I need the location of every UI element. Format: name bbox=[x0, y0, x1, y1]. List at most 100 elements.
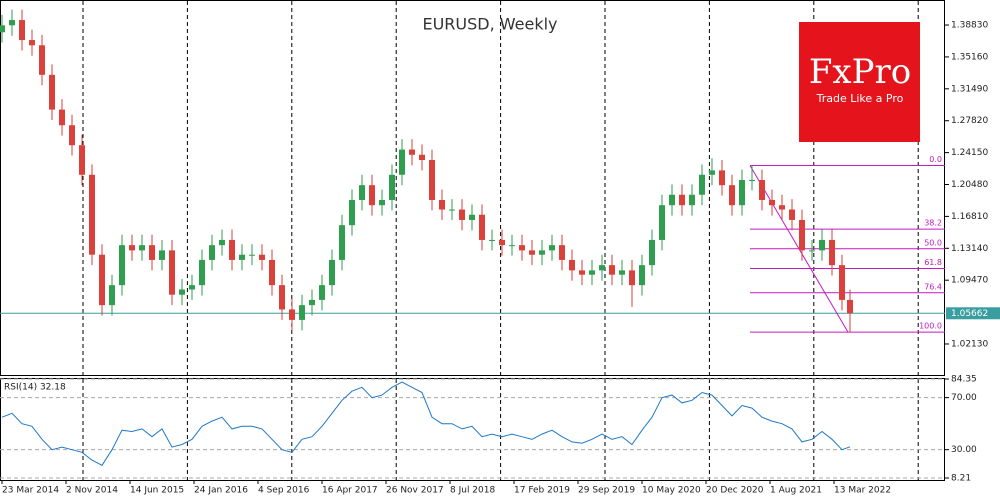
x-tick-label: 2 Nov 2014 bbox=[66, 486, 118, 496]
candle-body bbox=[279, 285, 285, 310]
candle-body bbox=[659, 205, 665, 240]
candle-body bbox=[119, 245, 125, 286]
candle-body bbox=[629, 270, 635, 286]
candle-body bbox=[369, 185, 375, 206]
candle-body bbox=[779, 205, 785, 210]
candle-body bbox=[469, 214, 475, 220]
candle-body bbox=[509, 245, 515, 247]
fib-level-label: 100.0 bbox=[919, 322, 942, 331]
candle-body bbox=[169, 250, 175, 295]
candle-body bbox=[419, 154, 425, 160]
candle-body bbox=[539, 250, 545, 255]
y-tick-label: 1.35160 bbox=[951, 52, 988, 62]
candle-body bbox=[249, 254, 255, 256]
y-tick-label: 1.38830 bbox=[951, 21, 988, 31]
candle-body bbox=[139, 245, 145, 251]
candle-body bbox=[609, 265, 615, 275]
main-panel-frame bbox=[0, 0, 945, 376]
candle-body bbox=[529, 250, 535, 255]
candle-body bbox=[299, 305, 305, 320]
fib-level-label: 38.2 bbox=[924, 219, 942, 228]
candle-body bbox=[429, 159, 435, 200]
candle-body bbox=[99, 254, 105, 306]
candle-body bbox=[789, 209, 795, 220]
x-tick-label: 1 Aug 2021 bbox=[770, 486, 822, 496]
candle-body bbox=[59, 109, 65, 126]
rsi-title: RSI(14) 32.18 bbox=[4, 383, 66, 393]
candle-body bbox=[499, 239, 505, 246]
candle-body bbox=[729, 185, 735, 206]
x-tick-label: 23 Mar 2014 bbox=[2, 486, 59, 496]
candle-body bbox=[589, 270, 595, 275]
candle-body bbox=[569, 259, 575, 271]
x-tick-label: 20 Dec 2020 bbox=[706, 486, 764, 496]
x-tick-label: 8 Jul 2018 bbox=[450, 486, 495, 496]
y-tick-label: 1.24150 bbox=[951, 148, 988, 158]
fib-level-label: 76.4 bbox=[924, 282, 942, 291]
candle-body bbox=[649, 239, 655, 266]
candle-body bbox=[269, 259, 275, 286]
candle-body bbox=[749, 179, 755, 181]
y-tick-label: 1.16810 bbox=[951, 212, 988, 222]
candle-body bbox=[759, 179, 765, 200]
y-tick-label: 1.27820 bbox=[951, 116, 988, 126]
candle-body bbox=[289, 309, 295, 320]
candle-body bbox=[549, 245, 555, 251]
candle-body bbox=[149, 245, 155, 260]
candle-body bbox=[0, 25, 5, 33]
x-tick-label: 17 Feb 2019 bbox=[514, 486, 570, 496]
candle-body bbox=[329, 259, 335, 286]
candle-body bbox=[449, 209, 455, 211]
candle-body bbox=[129, 245, 135, 251]
rsi-tick-label: 84.35 bbox=[951, 375, 977, 385]
candle-body bbox=[319, 285, 325, 300]
candle-body bbox=[189, 285, 195, 290]
candle-body bbox=[309, 299, 315, 306]
candle-body bbox=[679, 194, 685, 206]
candle-body bbox=[49, 74, 55, 110]
candle-body bbox=[389, 174, 395, 200]
x-tick-label: 14 Jun 2015 bbox=[130, 486, 184, 496]
candle-body bbox=[559, 245, 565, 260]
candle-body bbox=[399, 149, 405, 175]
candle-body bbox=[489, 239, 495, 241]
x-tick-label: 13 Mar 2022 bbox=[834, 486, 891, 496]
candle-body bbox=[79, 145, 85, 175]
candle-body bbox=[219, 239, 225, 246]
candle-body bbox=[409, 149, 415, 155]
rsi-tick-label: 8.21 bbox=[951, 474, 971, 484]
candle-body bbox=[579, 270, 585, 275]
x-tick-label: 4 Sep 2016 bbox=[258, 486, 310, 496]
last-price-label: 1.05662 bbox=[951, 309, 988, 319]
logo-tagline: Trade Like a Pro bbox=[816, 92, 904, 105]
last-price-box bbox=[946, 307, 1000, 320]
rsi-line bbox=[1, 381, 851, 466]
candle-body bbox=[847, 299, 853, 314]
fib-level-label: 0.0 bbox=[929, 155, 942, 164]
candle-body bbox=[359, 185, 365, 200]
candle-body bbox=[199, 259, 205, 286]
candle-body bbox=[619, 270, 625, 275]
x-tick-label: 29 Sep 2019 bbox=[578, 486, 635, 496]
candle-body bbox=[599, 265, 605, 271]
candle-body bbox=[379, 199, 385, 206]
candle-body bbox=[39, 45, 45, 75]
y-tick-label: 1.13140 bbox=[951, 244, 988, 254]
candle-body bbox=[179, 289, 185, 295]
candle-body bbox=[339, 225, 345, 260]
candle-body bbox=[819, 239, 825, 251]
y-tick-label: 1.02130 bbox=[951, 339, 988, 349]
fib-level-label: 61.8 bbox=[924, 258, 942, 267]
candle-body bbox=[809, 250, 815, 252]
candle-body bbox=[159, 250, 165, 260]
candle-body bbox=[769, 199, 775, 206]
chart-title: EURUSD, Weekly bbox=[422, 15, 557, 34]
candle-body bbox=[209, 245, 215, 260]
x-tick-label: 10 May 2020 bbox=[642, 486, 701, 496]
fib-level-label: 50.0 bbox=[924, 238, 942, 247]
x-tick-label: 24 Jan 2016 bbox=[194, 486, 248, 496]
candle-body bbox=[459, 209, 465, 220]
y-tick-label: 1.09470 bbox=[951, 276, 988, 286]
